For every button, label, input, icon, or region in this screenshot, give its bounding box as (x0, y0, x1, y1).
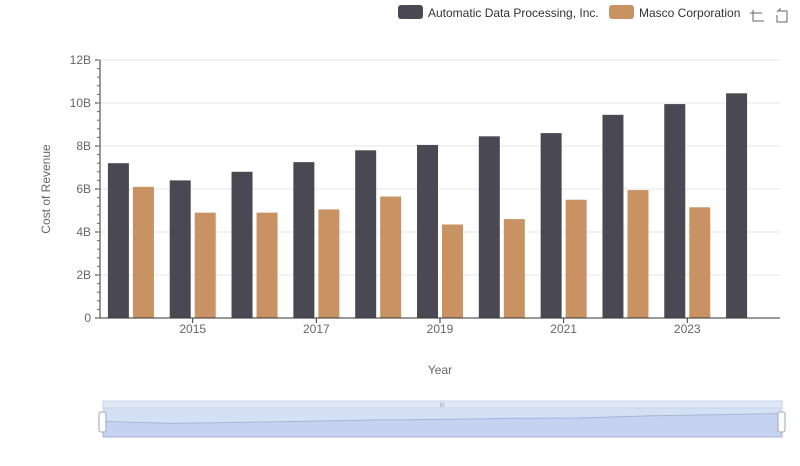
legend-item-adp[interactable]: Automatic Data Processing, Inc. (398, 5, 599, 20)
bar (293, 162, 315, 318)
legend-item-masco[interactable]: Masco Corporation (609, 5, 740, 20)
bar (565, 199, 587, 318)
bar (256, 212, 278, 318)
y-axis-ticks: 0 2B 4B 6B 8B 10B 12B (70, 53, 100, 325)
data-zoom-slider[interactable]: III (98, 400, 786, 438)
y-tick-label: 6B (76, 182, 91, 196)
bar (726, 93, 748, 318)
data-zoom-right-handle[interactable] (777, 411, 786, 433)
x-tick-label: 2021 (550, 322, 577, 336)
bar (318, 209, 340, 318)
y-tick-label: 0 (84, 311, 91, 325)
bar (689, 207, 711, 318)
x-tick-label: 2015 (179, 322, 206, 336)
bar (169, 180, 191, 318)
x-tick-label: 2023 (674, 322, 701, 336)
y-axis-label: Cost of Revenue (39, 144, 53, 234)
y-tick-label: 2B (76, 268, 91, 282)
data-zoom-drag-grip[interactable]: III (439, 403, 444, 409)
legend-label-adp: Automatic Data Processing, Inc. (428, 6, 599, 20)
bar (602, 114, 624, 318)
y-tick-label: 12B (70, 53, 91, 67)
bar (478, 136, 500, 318)
bar (503, 219, 525, 318)
y-tick-label: 10B (70, 96, 91, 110)
legend-swatch-masco (609, 5, 634, 19)
x-tick-label: 2017 (303, 322, 330, 336)
zoom-crosshair-icon[interactable] (750, 10, 764, 22)
bar (132, 186, 154, 318)
bar (380, 196, 402, 318)
bars (107, 93, 748, 318)
legend[interactable]: Automatic Data Processing, Inc. Masco Co… (398, 5, 740, 20)
legend-swatch-adp (398, 5, 423, 19)
legend-label-masco: Masco Corporation (639, 6, 740, 20)
bar (231, 171, 253, 318)
bar (627, 190, 649, 318)
bar (417, 144, 438, 318)
y-tick-label: 8B (76, 139, 91, 153)
data-zoom-preview-line (102, 412, 783, 438)
y-tick-label: 4B (76, 225, 91, 239)
x-axis-ticks: 2015 2017 2019 2021 2023 (179, 318, 701, 336)
bar (664, 104, 686, 318)
data-zoom-top-bar[interactable] (102, 400, 783, 409)
restore-icon[interactable] (776, 7, 788, 23)
bar (540, 133, 562, 318)
bar (355, 150, 377, 318)
x-axis-label: Year (428, 363, 452, 377)
bar (107, 163, 129, 318)
bar (442, 224, 463, 318)
x-tick-label: 2019 (427, 322, 454, 336)
bar (194, 212, 216, 318)
data-zoom-left-handle[interactable] (98, 411, 107, 433)
